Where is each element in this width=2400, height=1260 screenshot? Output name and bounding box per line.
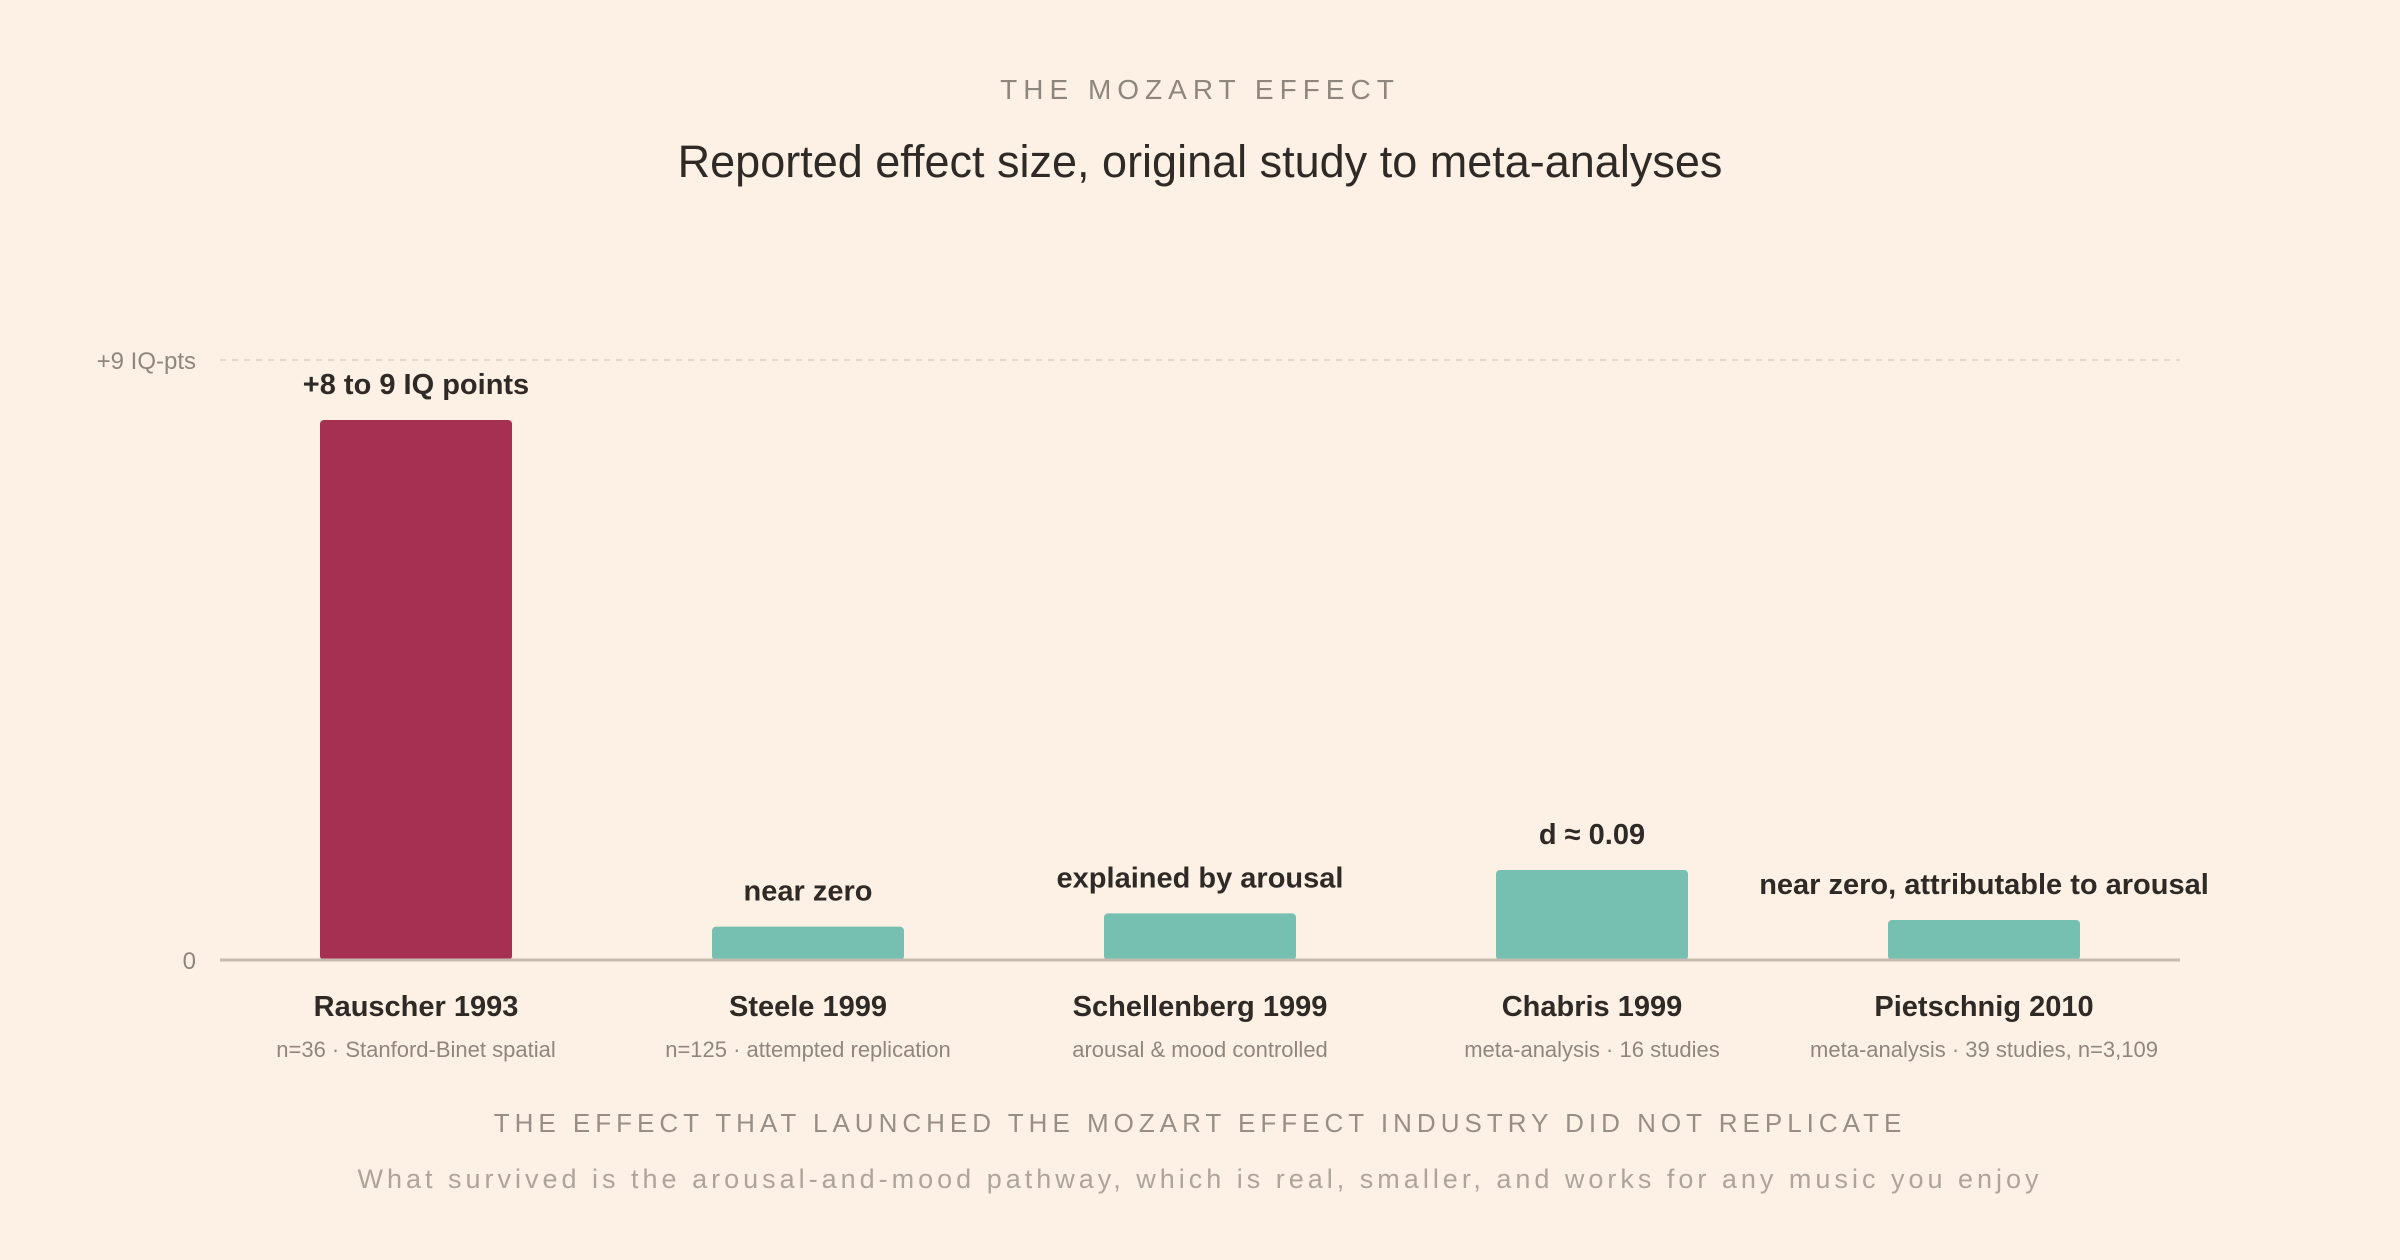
- bar: [1888, 920, 2080, 960]
- category-label: Steele 1999: [729, 991, 887, 1023]
- category-subtitle: n=36 · Stanford-Binet spatial: [276, 1037, 555, 1062]
- category-subtitle: arousal & mood controlled: [1072, 1037, 1328, 1062]
- data-label: near zero, attributable to arousal: [1759, 869, 2209, 901]
- bar: [1496, 870, 1688, 960]
- bar: [320, 420, 512, 960]
- category-label: Schellenberg 1999: [1073, 991, 1328, 1023]
- data-label: near zero: [744, 876, 873, 908]
- category-label: Chabris 1999: [1502, 991, 1683, 1023]
- category-label: Pietschnig 2010: [1874, 991, 2093, 1023]
- category-subtitle: meta-analysis · 16 studies: [1464, 1037, 1720, 1062]
- chart-kicker: THE MOZART EFFECT: [1000, 74, 1400, 105]
- y-tick-label: +9 IQ-pts: [97, 348, 196, 375]
- data-label: d ≈ 0.09: [1539, 819, 1645, 851]
- bar: [1104, 913, 1296, 960]
- chart-title: Reported effect size, original study to …: [677, 136, 1723, 187]
- category-subtitle: meta-analysis · 39 studies, n=3,109: [1810, 1037, 2158, 1062]
- category-subtitle: n=125 · attempted replication: [665, 1037, 951, 1062]
- y-tick-label: 0: [183, 948, 196, 975]
- footer-note: What survived is the arousal-and-mood pa…: [357, 1164, 2043, 1194]
- data-label: +8 to 9 IQ points: [303, 369, 529, 401]
- bar: [712, 926, 904, 960]
- footer-headline: THE EFFECT THAT LAUNCHED THE MOZART EFFE…: [493, 1108, 1907, 1138]
- data-label: explained by arousal: [1057, 862, 1344, 894]
- category-label: Rauscher 1993: [314, 991, 519, 1023]
